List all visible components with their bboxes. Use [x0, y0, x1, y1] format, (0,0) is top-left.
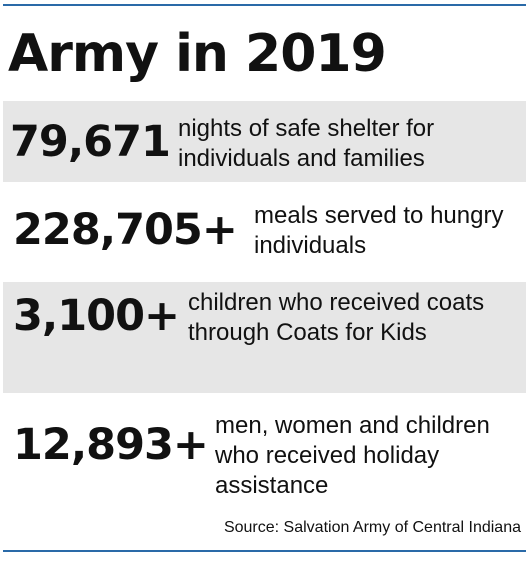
stat-description: nights of safe shelter for individuals a…: [178, 115, 435, 172]
stat-row-coats: 3,100+ children who received coats throu…: [3, 282, 526, 393]
top-rule: [3, 4, 526, 6]
source-credit: Source: Salvation Army of Central Indian…: [223, 519, 521, 536]
stat-row-meals: 228,705+ meals served to hungry individu…: [3, 191, 526, 273]
stat-number: 228,705+: [13, 205, 238, 255]
bottom-rule: [3, 550, 526, 552]
stat-description: men, women and children who received hol…: [215, 412, 490, 499]
infographic-title: Army in 2019: [8, 24, 387, 84]
stat-row-holiday: 12,893+ men, women and children who rece…: [3, 403, 526, 513]
stat-row-shelter: 79,671 nights of safe shelter for indivi…: [3, 101, 526, 182]
stat-number: 12,893+: [13, 420, 209, 470]
stat-number: 3,100+: [13, 291, 180, 341]
stat-number: 79,671: [10, 117, 171, 167]
stat-description: children who received coats through Coat…: [188, 289, 485, 346]
stat-description: meals served to hungry individuals: [254, 202, 504, 259]
